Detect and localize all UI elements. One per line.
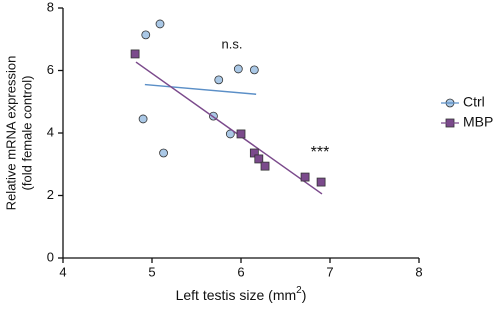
point bbox=[225, 129, 235, 139]
point bbox=[249, 65, 259, 75]
y-tick-label: 0 bbox=[47, 249, 54, 264]
point bbox=[254, 154, 264, 164]
fit-line bbox=[144, 83, 257, 95]
point bbox=[138, 114, 148, 124]
x-axis-label: Left testis size (mm2) bbox=[176, 285, 307, 303]
fit-line bbox=[135, 61, 323, 195]
point bbox=[236, 129, 246, 139]
x-label-tail: ) bbox=[302, 287, 307, 303]
y-tick-label: 8 bbox=[47, 0, 54, 14]
point bbox=[249, 148, 259, 158]
x-tick-label: 5 bbox=[148, 264, 155, 279]
x-label-sup: 2 bbox=[296, 285, 302, 296]
y-axis-label: (fold female control) bbox=[19, 76, 34, 191]
point bbox=[159, 148, 168, 158]
point bbox=[300, 172, 310, 182]
y-tick-label: 4 bbox=[47, 124, 54, 139]
point bbox=[214, 75, 224, 85]
x-tick-label: 6 bbox=[237, 264, 244, 279]
y-tick-label: 6 bbox=[47, 62, 54, 77]
x-tick-label: 4 bbox=[59, 264, 66, 279]
legend-label: Ctrl bbox=[463, 94, 485, 110]
y-axis-label: Relative mRNA expression bbox=[3, 56, 18, 211]
y-tick-label: 2 bbox=[47, 187, 54, 202]
point bbox=[130, 49, 140, 59]
x-tick-label: 8 bbox=[415, 264, 422, 279]
annotation: n.s. bbox=[222, 36, 243, 51]
point bbox=[316, 177, 326, 187]
x-tick-label: 7 bbox=[326, 264, 333, 279]
point bbox=[155, 19, 165, 29]
x-label-text: Left testis size (mm bbox=[176, 287, 297, 303]
point bbox=[141, 30, 151, 40]
point bbox=[260, 161, 270, 171]
legend-label: MBP bbox=[463, 114, 493, 130]
annotation: *** bbox=[311, 144, 330, 161]
point bbox=[233, 64, 243, 74]
